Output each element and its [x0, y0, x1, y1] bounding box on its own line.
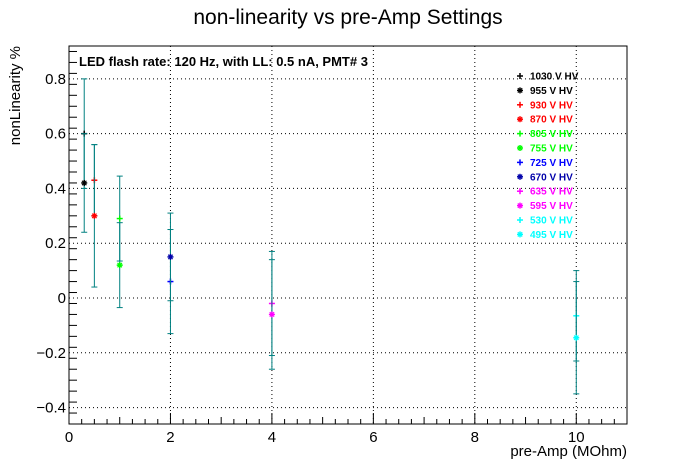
- chart-annotation: LED flash rate: 120 Hz, with LL: 0.5 nA,…: [79, 54, 368, 69]
- legend-label: 670 V HV: [530, 172, 573, 183]
- legend-label: 955 V HV: [530, 86, 573, 97]
- legend-marker: [517, 116, 523, 123]
- x-tick-label: 6: [369, 429, 377, 446]
- data-point: [116, 215, 123, 222]
- x-axis-title: pre-Amp (MOhm): [510, 443, 627, 460]
- legend-entry: 495 V HV: [517, 230, 573, 241]
- y-tick-label: −0.4: [36, 400, 66, 417]
- legend-marker-d2: [517, 231, 523, 238]
- data-point-d2: [573, 335, 579, 341]
- legend-marker: [517, 73, 523, 79]
- legend-label: 805 V HV: [530, 129, 573, 140]
- data-point: [268, 311, 275, 318]
- legend-entry: 670 V HV: [517, 172, 573, 183]
- legend-label: 530 V HV: [530, 216, 573, 227]
- legend-marker: [517, 87, 523, 94]
- x-tick-label: 2: [166, 429, 174, 446]
- legend-label: 930 V HV: [530, 100, 573, 111]
- legend-marker: [517, 231, 523, 238]
- legend-marker: [517, 101, 523, 108]
- data-point-d2: [269, 311, 275, 318]
- legend-entry: 595 V HV: [517, 201, 573, 212]
- legend-label: 870 V HV: [530, 115, 573, 126]
- legend-label: 595 V HV: [530, 201, 573, 212]
- data-point: [167, 253, 174, 260]
- legend-marker: [517, 188, 523, 195]
- data-point-d2: [81, 180, 87, 186]
- series-495-v-hv: [573, 281, 580, 395]
- y-tick-label: 0: [58, 290, 66, 307]
- legend-marker: [517, 217, 523, 223]
- legend-marker-d2: [517, 145, 523, 151]
- data-point: [81, 179, 88, 186]
- data-point-d2: [117, 262, 123, 268]
- x-tick-label: 8: [471, 429, 479, 446]
- data-point: [573, 334, 580, 341]
- legend-label: 1030 V HV: [530, 72, 579, 83]
- series-955-v-hv: [81, 133, 88, 233]
- x-tick-label: 0: [65, 429, 73, 446]
- y-tick-label: 0.2: [45, 235, 66, 252]
- legend-marker: [517, 159, 523, 166]
- legend-marker-d2: [517, 174, 523, 180]
- data-points: [81, 78, 580, 395]
- legend-entry: 930 V HV: [517, 100, 573, 111]
- legend-label: 635 V HV: [530, 187, 573, 198]
- series-670-v-hv: [167, 212, 174, 302]
- legend-entry: 1030 V HV: [517, 72, 579, 83]
- x-tick-label: 10: [568, 429, 585, 446]
- legend-label: 755 V HV: [530, 144, 573, 155]
- axis-ticks: [68, 50, 628, 425]
- grid: [69, 46, 627, 424]
- x-tick-label: 4: [268, 429, 276, 446]
- data-point: [91, 212, 98, 219]
- legend-entry: 805 V HV: [517, 129, 573, 140]
- tick-labels: 0 2 4 6 8 10 −0.4 −0.2 0 0.2 0.4 0.6 0.8: [36, 71, 584, 446]
- legend-entry: 755 V HV: [517, 144, 573, 155]
- legend-marker-d2: [517, 87, 523, 94]
- legend-entry: 725 V HV: [517, 158, 573, 169]
- legend-marker: [517, 173, 523, 180]
- y-axis-title: nonLinearity %: [7, 46, 24, 145]
- y-tick-label: −0.2: [36, 345, 66, 362]
- legend-entry: 870 V HV: [517, 115, 573, 126]
- legend-marker: [517, 202, 523, 209]
- legend: 1030 V HV 955 V HV 930 V HV 870 V HV 805 V H…: [517, 72, 579, 241]
- series-870-v-hv: [91, 144, 98, 288]
- legend-label: 725 V HV: [530, 158, 573, 169]
- data-point-d2: [167, 254, 174, 260]
- legend-marker-d2: [517, 116, 523, 122]
- legend-marker: [517, 130, 523, 137]
- data-point: [116, 262, 123, 269]
- legend-marker: [517, 145, 523, 151]
- legend-entry: 955 V HV: [517, 86, 573, 97]
- y-tick-label: 0.6: [45, 126, 66, 143]
- y-tick-label: 0.8: [45, 71, 66, 88]
- y-tick-label: 0.4: [45, 180, 66, 197]
- legend-entry: 530 V HV: [517, 216, 573, 227]
- legend-label: 495 V HV: [530, 230, 573, 241]
- series-755-v-hv: [116, 222, 123, 309]
- series-595-v-hv: [268, 259, 275, 370]
- legend-entry: 635 V HV: [517, 187, 573, 198]
- legend-marker-d2: [517, 202, 523, 209]
- data-point-d2: [91, 213, 97, 219]
- chart-title: non-linearity vs pre-Amp Settings: [193, 6, 502, 29]
